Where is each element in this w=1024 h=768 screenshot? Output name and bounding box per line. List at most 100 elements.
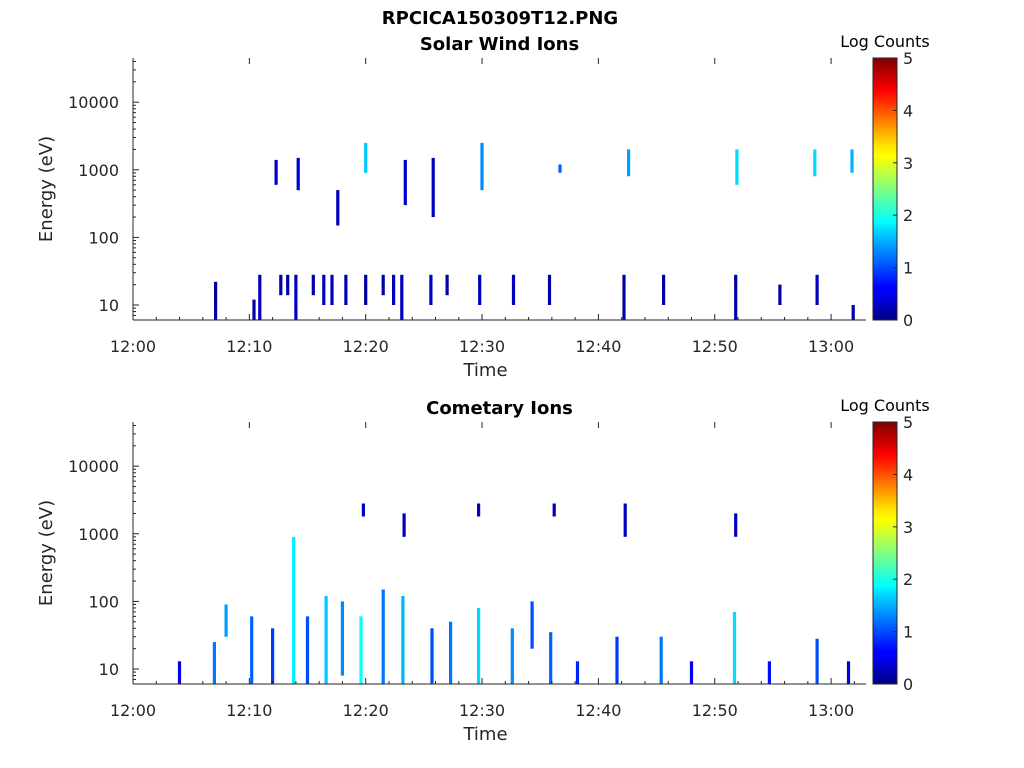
heatmap-cell xyxy=(815,638,819,684)
heatmap-cell xyxy=(778,284,782,305)
panel-solar-wind: Solar Wind Ions 12:00 12:10 12:20 12:30 12:40… xyxy=(36,32,930,381)
y-tick-label: 1000 xyxy=(78,525,119,544)
x-tick-label: 12:30 xyxy=(459,337,505,356)
y-tick-label: 10000 xyxy=(68,457,119,476)
heatmap-cell xyxy=(732,611,737,684)
colorbar-tick-label: 3 xyxy=(903,518,913,537)
x-tick-label: 12:50 xyxy=(692,701,738,720)
x-axis-label: Time xyxy=(462,360,507,381)
heatmap-cell xyxy=(735,149,739,185)
heatmap-cell xyxy=(224,604,228,637)
colorbar xyxy=(872,421,898,685)
heatmap-cell xyxy=(401,596,405,684)
heatmap-cell xyxy=(305,616,310,684)
heatmap-cell xyxy=(400,274,404,320)
heatmap-cell xyxy=(214,305,218,320)
colorbar-tick-label: 4 xyxy=(903,101,913,120)
x-tick-label: 12:20 xyxy=(343,337,389,356)
y-tick-label: 10 xyxy=(99,660,119,679)
x-tick-label: 12:50 xyxy=(692,337,738,356)
heatmap-cell xyxy=(430,628,434,684)
y-tick-label: 1000 xyxy=(78,161,119,180)
heatmap-cell xyxy=(689,661,694,684)
heatmap-cell xyxy=(623,503,627,537)
heatmap-cells xyxy=(177,503,851,684)
heatmap-cell xyxy=(851,305,855,320)
x-tick-label: 12:40 xyxy=(575,701,621,720)
x-tick-label: 12:00 xyxy=(110,701,156,720)
heatmap-cell xyxy=(392,274,396,305)
y-axis-label: Energy (eV) xyxy=(36,500,57,606)
heatmap-cell xyxy=(177,661,182,684)
heatmap-cell xyxy=(311,274,315,296)
heatmap-cell xyxy=(250,616,254,684)
heatmap-cell xyxy=(361,503,365,517)
plot-title: Solar Wind Ions xyxy=(420,34,579,55)
heatmap-cell xyxy=(767,661,771,684)
heatmap-cell xyxy=(431,157,435,218)
heatmap-cell xyxy=(615,636,619,684)
x-tick-label: 12:10 xyxy=(226,701,272,720)
y-tick-label: 100 xyxy=(88,592,119,611)
heatmap-cell xyxy=(549,632,553,684)
heatmap-cell xyxy=(381,274,385,296)
heatmap-cell xyxy=(214,281,218,305)
x-axis-label: Time xyxy=(462,724,507,745)
colorbar-label: Log Counts xyxy=(840,396,930,415)
heatmap-cell xyxy=(815,274,819,305)
x-tick-label: 12:10 xyxy=(226,337,272,356)
heatmap-cell xyxy=(271,628,275,684)
heatmap-cell xyxy=(403,159,407,206)
heatmap-cell xyxy=(552,503,556,517)
heatmap-cell xyxy=(364,142,368,173)
y-tick-label: 10000 xyxy=(68,93,119,112)
heatmap-cell xyxy=(813,149,817,177)
x-tick-label: 12:00 xyxy=(110,337,156,356)
x-tick-label: 12:40 xyxy=(575,337,621,356)
heatmap-cell xyxy=(734,513,738,537)
colorbar-tick-label: 0 xyxy=(903,675,913,694)
colorbar-tick-label: 3 xyxy=(903,154,913,173)
heatmap-cell xyxy=(294,274,298,320)
colorbar-tick-label: 1 xyxy=(903,259,913,278)
colorbar-tick-label: 2 xyxy=(903,570,913,589)
heatmap-cell xyxy=(846,661,851,684)
heatmap-cell xyxy=(344,274,348,305)
heatmap-cells xyxy=(214,142,855,320)
heatmap-cell xyxy=(324,596,328,684)
heatmap-cell xyxy=(330,274,334,305)
heatmap-cell xyxy=(734,274,738,320)
heatmap-cell xyxy=(478,274,482,305)
heatmap-cell xyxy=(296,157,300,191)
figure-title: RPCICA150309T12.PNG xyxy=(382,8,618,29)
heatmap-cell xyxy=(322,274,326,305)
colorbar-tick-label: 4 xyxy=(903,465,913,484)
heatmap-cell xyxy=(429,274,433,305)
x-tick-label: 13:00 xyxy=(808,337,854,356)
heatmap-cell xyxy=(547,274,552,305)
heatmap-cell xyxy=(510,628,514,684)
heatmap-cell xyxy=(359,616,363,684)
heatmap-cell xyxy=(445,274,449,296)
heatmap-cell xyxy=(850,149,854,173)
heatmap-cell xyxy=(659,636,663,684)
heatmap-cell xyxy=(292,536,296,684)
heatmap-cell xyxy=(258,274,262,320)
heatmap-cell xyxy=(279,274,283,296)
x-tick-label: 12:30 xyxy=(459,701,505,720)
heatmap-cell xyxy=(252,299,256,320)
y-tick-label: 100 xyxy=(88,228,119,247)
heatmap-cell xyxy=(477,607,481,684)
heatmap-cell xyxy=(402,513,406,537)
colorbar-tick-label: 5 xyxy=(903,49,913,68)
x-tick-label: 13:00 xyxy=(808,701,854,720)
y-tick-label: 10 xyxy=(99,296,119,315)
heatmap-cell xyxy=(336,190,340,226)
heatmap-cell xyxy=(530,601,534,649)
heatmap-cell xyxy=(286,274,290,296)
heatmap-cell xyxy=(449,621,453,684)
heatmap-cell xyxy=(364,274,368,305)
heatmap-cell xyxy=(622,274,626,320)
